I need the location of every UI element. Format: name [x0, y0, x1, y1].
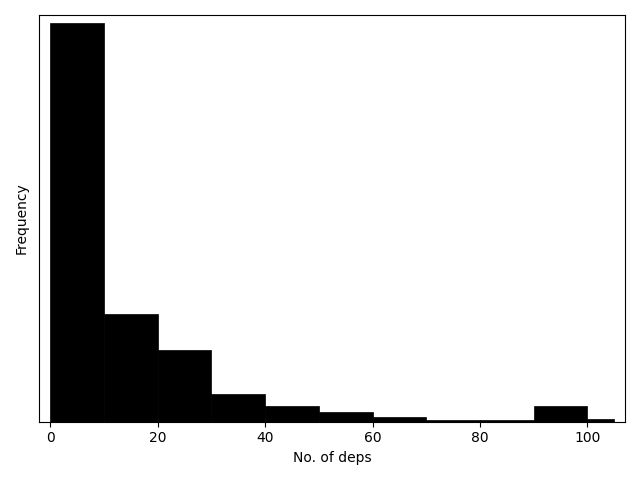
Bar — [265, 406, 319, 422]
Bar — [480, 420, 534, 422]
Bar — [211, 394, 265, 422]
Y-axis label: Frequency: Frequency — [15, 182, 29, 254]
Bar — [534, 406, 588, 422]
Bar — [157, 350, 211, 422]
Bar — [372, 417, 426, 422]
Bar — [50, 23, 104, 422]
Bar — [104, 314, 157, 422]
Bar — [319, 412, 372, 422]
Bar — [588, 419, 614, 422]
X-axis label: No. of deps: No. of deps — [293, 451, 372, 465]
Bar — [426, 420, 480, 422]
